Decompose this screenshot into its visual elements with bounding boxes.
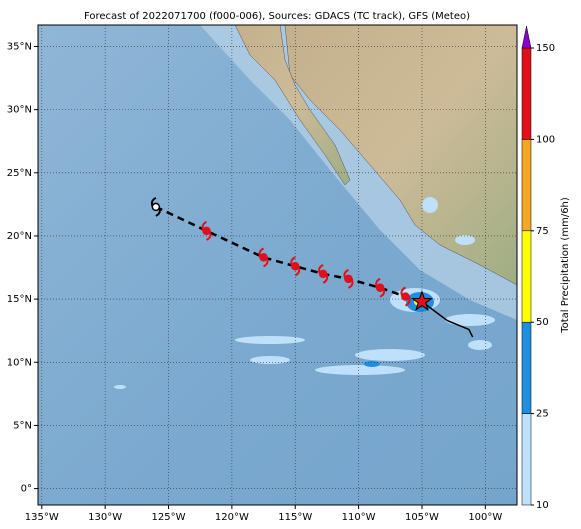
cyclone-eye bbox=[318, 269, 328, 279]
mainland bbox=[284, 25, 517, 286]
y-tick-label: 0° bbox=[21, 484, 32, 495]
y-tick-label: 20°N bbox=[7, 231, 32, 242]
baja-peninsula bbox=[234, 25, 351, 186]
colorbar-tick-label: 100 bbox=[536, 134, 555, 145]
x-tick-label: 115°W bbox=[278, 512, 312, 523]
x-tick-label: 110°W bbox=[342, 512, 376, 523]
map-area bbox=[38, 25, 517, 505]
colorbar-extension bbox=[521, 25, 532, 49]
y-tick-label: 30°N bbox=[7, 105, 32, 116]
colorbar-segment bbox=[521, 47, 532, 140]
x-tick-label: 100°W bbox=[468, 512, 502, 523]
colorbar-segment bbox=[521, 230, 532, 323]
colorbar-label: Total Precipitation (mm/6h) bbox=[560, 197, 571, 334]
y-tick-label: 35°N bbox=[7, 41, 32, 52]
x-tick-label: 130°W bbox=[88, 512, 122, 523]
colorbar-tick-label: 10 bbox=[536, 500, 549, 511]
current-position bbox=[411, 290, 433, 311]
cyclone-eye bbox=[259, 253, 268, 262]
title: Forecast of 2022071700 (f000-006), Sourc… bbox=[84, 11, 470, 22]
x-tick-label: 135°W bbox=[25, 512, 59, 523]
y-tick-label: 15°N bbox=[7, 294, 32, 305]
x-tick-label: 125°W bbox=[152, 512, 186, 523]
y-tick-label: 10°N bbox=[7, 357, 32, 368]
y-tick-label: 25°N bbox=[7, 168, 32, 179]
y-tick-label: 5°N bbox=[13, 420, 32, 431]
colorbar-tick-label: 150 bbox=[536, 43, 555, 54]
colorbar-segment bbox=[521, 139, 532, 232]
cyclone-eye bbox=[202, 226, 211, 236]
cyclone-eye bbox=[344, 274, 353, 284]
precip-core bbox=[364, 361, 380, 367]
colorbar-tick-label: 75 bbox=[536, 226, 549, 237]
x-tick-label: 120°W bbox=[215, 512, 249, 523]
colorbar-tick-label: 25 bbox=[536, 409, 549, 420]
cyclone-eye bbox=[401, 292, 410, 301]
cyclone-eye bbox=[290, 262, 300, 271]
colorbar-tick-label: 50 bbox=[536, 317, 549, 328]
cyclone-eye bbox=[375, 283, 385, 292]
colorbar-segment bbox=[521, 413, 532, 506]
cyclone-eye bbox=[151, 202, 161, 212]
colorbar-segment bbox=[521, 321, 532, 414]
past-track bbox=[421, 301, 474, 338]
map-frame bbox=[37, 24, 518, 506]
x-tick-label: 105°W bbox=[405, 512, 439, 523]
